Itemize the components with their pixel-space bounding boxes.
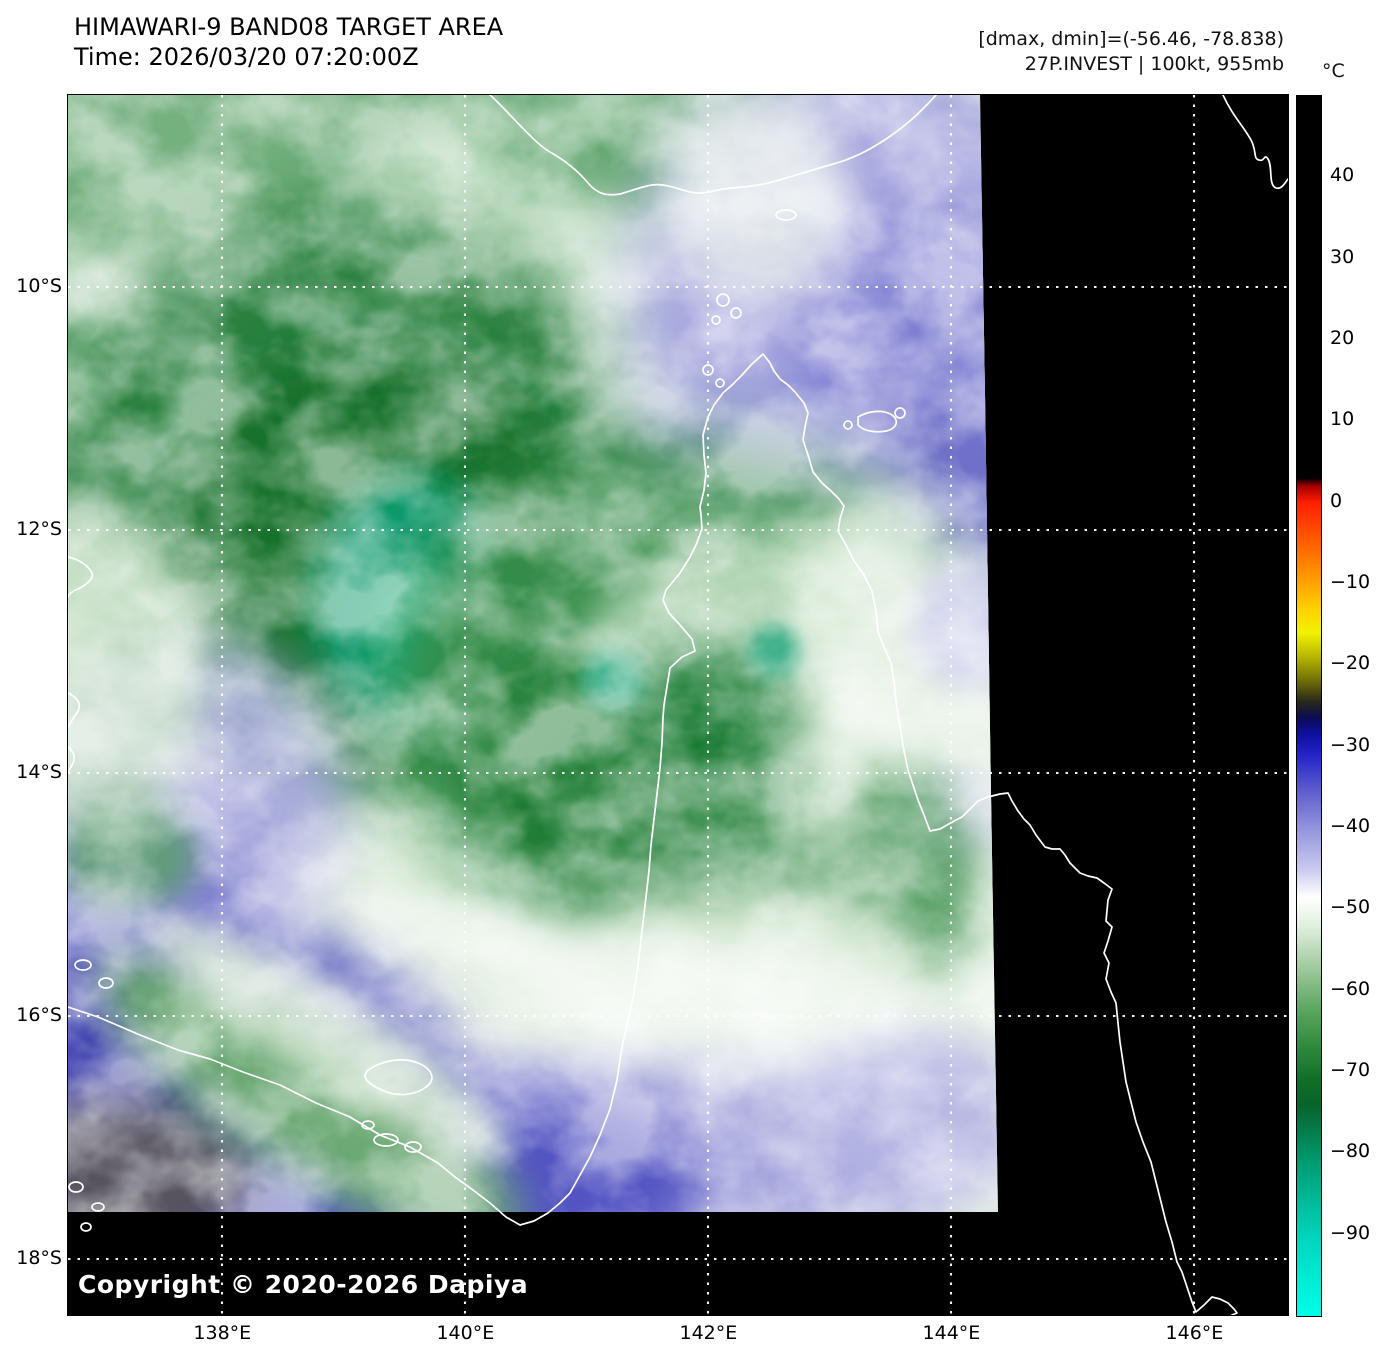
storm-id-readout: 27P.INVEST | 100kt, 955mb xyxy=(1024,53,1284,75)
header-stats-block: [dmax, dmin]=(-56.46, -78.838) 27P.INVES… xyxy=(978,27,1284,77)
lon-tick-label: 144°E xyxy=(922,1322,981,1344)
lat-tick-label: 16°S xyxy=(16,1004,62,1027)
coastline-mainland xyxy=(68,353,1238,1315)
figure-timestamp: Time: 2026/03/20 07:20:00Z xyxy=(74,43,419,71)
lon-tick-label: 142°E xyxy=(679,1322,738,1344)
lon-tick-label: 140°E xyxy=(436,1322,495,1344)
lat-tick-label: 12°S xyxy=(16,518,62,541)
coastline-overlay xyxy=(68,95,1288,1315)
lat-tick-label: 18°S xyxy=(16,1247,62,1270)
coastline-ne-islands xyxy=(857,410,898,433)
colorbar-tick-label: −80 xyxy=(1330,1140,1371,1163)
colorbar-tick-label: −20 xyxy=(1330,652,1371,675)
colorbar-tick-label: 30 xyxy=(1330,245,1355,268)
colorbar-tick-label: −70 xyxy=(1330,1059,1371,1081)
island-png-south xyxy=(775,209,797,221)
graticule xyxy=(68,95,1288,1315)
colorbar-tick-label: 40 xyxy=(1330,164,1355,187)
coastline-png-east xyxy=(1222,95,1288,190)
lon-tick-label: 146°E xyxy=(1165,1322,1224,1344)
colorbar xyxy=(1296,95,1322,1317)
colorbar-tick-label: −10 xyxy=(1330,571,1371,593)
copyright-watermark: Copyright © 2020-2026 Dapiya xyxy=(78,1270,529,1299)
colorbar-tick-label: −50 xyxy=(1330,896,1371,919)
colorbar-tick-label: −30 xyxy=(1330,733,1371,756)
lat-tick-label: 10°S xyxy=(16,274,62,297)
coastline-nt-fragment-3 xyxy=(68,746,75,774)
colorbar-tick-label: −90 xyxy=(1330,1221,1371,1244)
coastline-png xyxy=(489,95,937,196)
lat-tick-label: 14°S xyxy=(16,761,62,784)
satellite-image xyxy=(68,95,1288,1315)
figure-title: HIMAWARI-9 BAND08 TARGET AREA xyxy=(74,13,504,41)
dmax-dmin-readout: [dmax, dmin]=(-56.46, -78.838) xyxy=(978,28,1284,50)
colorbar-unit-label: °C xyxy=(1322,60,1345,82)
colorbar-tick-label: 10 xyxy=(1330,408,1355,431)
colorbar-tick-label: −60 xyxy=(1330,977,1371,1000)
satellite-map-panel: Copyright © 2020-2026 Dapiya xyxy=(68,95,1288,1315)
coastline-wellesley-islands xyxy=(364,1059,433,1096)
coastline-nt-fragment-1 xyxy=(68,556,94,598)
lon-tick-label: 138°E xyxy=(193,1322,252,1344)
colorbar-tick-label: 0 xyxy=(1330,489,1343,512)
title-block: HIMAWARI-9 BAND08 TARGET AREA Time: 2026… xyxy=(74,12,503,72)
coastline-nt-fragment-2 xyxy=(68,692,81,728)
colorbar-tick-label: −40 xyxy=(1330,815,1371,837)
colorbar-tick-label: 20 xyxy=(1330,327,1355,349)
cloud-field xyxy=(68,95,998,1212)
